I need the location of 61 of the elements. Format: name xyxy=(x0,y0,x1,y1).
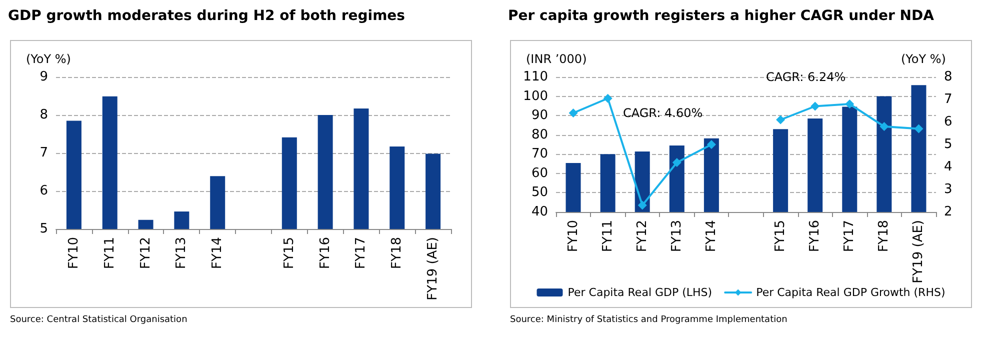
x-tick-label: FY11 xyxy=(102,237,118,269)
y-tick-label: 50 xyxy=(531,185,548,200)
y2-tick-label: 5 xyxy=(944,137,952,152)
chart-title: Per capita growth registers a higher CAGR under NDA xyxy=(508,8,934,24)
y-tick-label: 60 xyxy=(531,166,548,181)
legend-label: Per Capita Real GDP (LHS) xyxy=(568,286,712,299)
x-tick-label: FY17 xyxy=(354,237,369,269)
point xyxy=(845,100,854,108)
x-tick-label: FY19 (AE) xyxy=(426,237,441,300)
annotation: CAGR: 6.24% xyxy=(766,70,846,84)
legend-label: Per Capita Real GDP Growth (RHS) xyxy=(756,286,946,299)
x-tick-label: FY18 xyxy=(390,237,405,269)
y2-axis-title: (YoY %) xyxy=(901,52,946,66)
y-tick-label: 100 xyxy=(523,88,548,104)
x-tick-label: FY10 xyxy=(66,237,82,269)
x-tick-label: FY10 xyxy=(566,220,581,252)
y2-tick-label: 8 xyxy=(944,70,952,84)
y-tick-label: 110 xyxy=(523,70,548,84)
y-tick-label: 6 xyxy=(40,184,48,198)
y-axis-title: (YoY %) xyxy=(26,52,71,66)
y-tick-label: 7 xyxy=(40,146,48,160)
x-tick-label: FY16 xyxy=(808,220,823,252)
x-tick-label: FY16 xyxy=(318,237,333,269)
x-tick-label: FY14 xyxy=(210,237,226,269)
chart-title: GDP growth moderates during H2 of both regimes xyxy=(8,8,406,24)
point xyxy=(672,158,682,167)
x-tick-label: FY12 xyxy=(634,220,650,252)
point xyxy=(810,102,820,111)
y-tick-label: 40 xyxy=(531,204,548,220)
y-tick-label: 90 xyxy=(531,108,548,124)
y-tick-label: 80 xyxy=(531,127,548,142)
point xyxy=(880,122,889,131)
source-note: Source: Ministry of Statistics and Programme Implementation xyxy=(510,315,788,325)
y-axis-title: (INR ’000) xyxy=(526,52,587,66)
y2-tick-label: 4 xyxy=(944,160,952,174)
point xyxy=(568,108,578,118)
point xyxy=(706,140,716,149)
y-tick-label: 8 xyxy=(40,108,48,122)
y2-tick-label: 7 xyxy=(944,92,952,107)
y-tick-label: 5 xyxy=(40,222,48,236)
x-tick-label: FY11 xyxy=(600,220,616,252)
x-tick-label: FY13 xyxy=(669,220,684,252)
point xyxy=(914,124,924,134)
y2-tick-label: 6 xyxy=(944,114,952,130)
x-tick-label: FY13 xyxy=(174,237,190,269)
x-tick-label: FY15 xyxy=(282,237,297,269)
x-tick-label: FY18 xyxy=(876,220,892,252)
y-tick-label: 9 xyxy=(40,70,48,84)
source-note: Source: Central Statistical Organisation xyxy=(10,315,188,325)
x-tick-label: FY15 xyxy=(773,220,788,252)
x-tick-label: FY17 xyxy=(842,220,858,252)
x-tick-label: FY14 xyxy=(704,220,719,252)
point xyxy=(776,115,786,124)
point xyxy=(603,94,612,103)
point xyxy=(638,200,647,210)
y2-tick-label: 3 xyxy=(944,182,952,197)
x-tick-label: FY12 xyxy=(138,237,154,269)
x-tick-label: FY19 (AE) xyxy=(911,220,926,284)
annotation: CAGR: 4.60% xyxy=(623,106,703,120)
y2-tick-label: 2 xyxy=(944,204,952,220)
y-tick-label: 70 xyxy=(531,146,548,162)
